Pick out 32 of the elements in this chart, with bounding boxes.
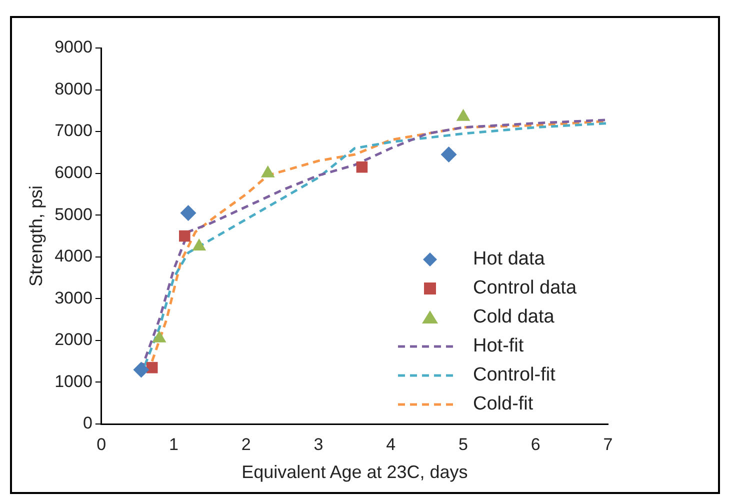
x-axis-title: Equivalent Age at 23C, days [242, 462, 468, 482]
y-tick-label: 9000 [54, 38, 92, 57]
legend-label: Control-fit [473, 364, 556, 386]
legend-label: Hot data [473, 248, 546, 270]
x-tick-label: 1 [169, 434, 179, 454]
y-tick-label: 1000 [54, 372, 92, 391]
x-tick-label: 2 [241, 434, 251, 454]
point [180, 205, 196, 222]
y-axis-title: Strength, psi [26, 185, 46, 287]
legend-label: Cold data [473, 306, 555, 328]
y-tick-label: 5000 [54, 204, 92, 224]
point [356, 161, 368, 173]
y-tick-label: 2000 [54, 330, 92, 350]
x-tick-label: 5 [458, 434, 468, 454]
y-tick-label: 8000 [54, 79, 92, 98]
x-tick-label: 6 [530, 434, 540, 454]
point [178, 230, 190, 242]
y-tick-label: 7000 [54, 121, 92, 140]
x-tick-label: 4 [386, 434, 396, 454]
legend-label: Control data [473, 278, 577, 299]
point [133, 362, 150, 378]
x-tick-label: 0 [96, 434, 106, 454]
legend-label: Hot-fit [473, 336, 524, 357]
x-tick-label: 7 [603, 434, 613, 454]
legend-label: Cold-fit [473, 394, 534, 415]
point [146, 362, 158, 374]
y-tick-label: 4000 [54, 246, 92, 266]
y-tick-label: 0 [82, 414, 92, 433]
point [440, 146, 457, 163]
y-tick-label: 3000 [54, 288, 92, 308]
x-tick-label: 3 [314, 434, 324, 454]
y-tick-label: 6000 [54, 163, 92, 182]
